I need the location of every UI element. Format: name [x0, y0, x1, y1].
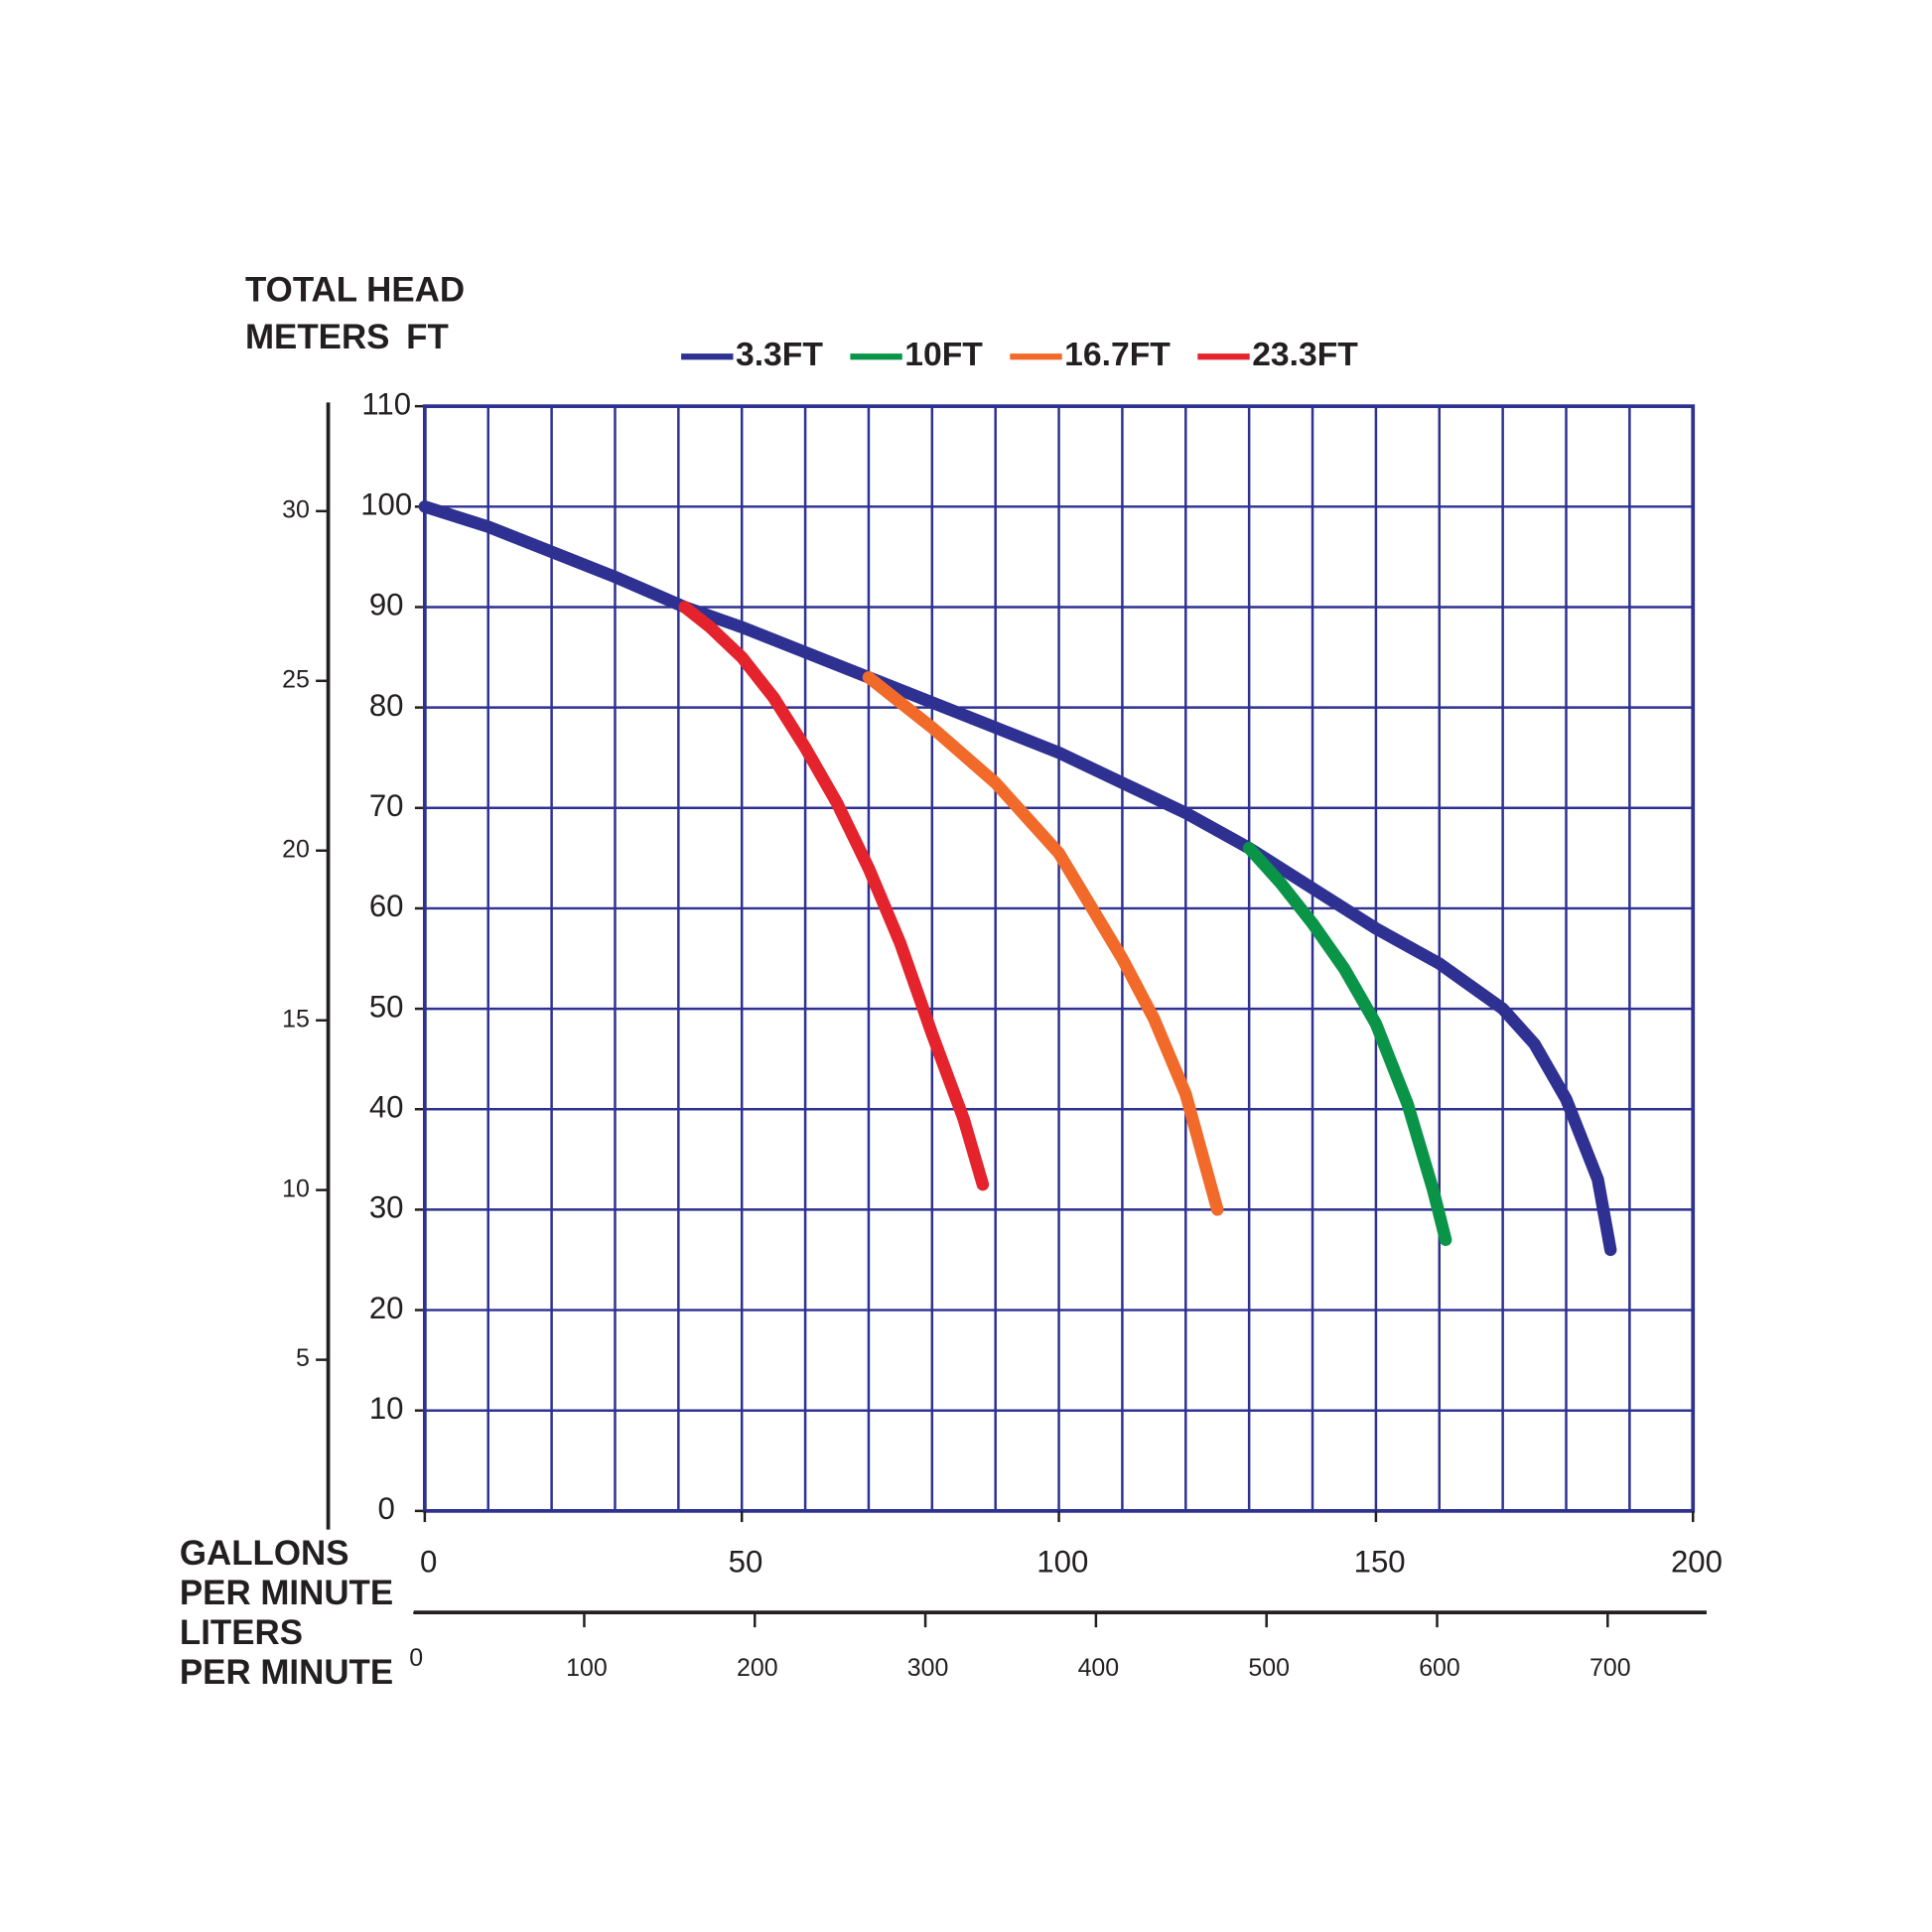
series-line	[678, 601, 990, 1191]
y-tick-label: 110	[361, 386, 411, 421]
x2-tick-label: 700	[1589, 1654, 1631, 1682]
x2-axis-label: PER MINUTE	[180, 1653, 393, 1692]
y-axis-title: TOTAL HEAD	[245, 271, 465, 310]
y-tick-label: 40	[369, 1089, 404, 1124]
x2-tick-label: 200	[737, 1654, 778, 1682]
x-tick-label: 200	[1671, 1545, 1723, 1580]
x-axis-label: GALLONS	[180, 1534, 349, 1573]
legend-label: 23.3FT	[1252, 337, 1358, 373]
y-tick-label: 50	[369, 989, 404, 1024]
x-tick-label: 100	[1036, 1545, 1088, 1580]
y-tick-label: 70	[369, 788, 404, 823]
series-line	[862, 671, 1224, 1216]
x-tick-label: 0	[420, 1545, 437, 1580]
y2-tick-label: 5	[296, 1344, 310, 1372]
y2-tick-label: 15	[282, 1005, 310, 1033]
y-axis-label: FT	[406, 318, 449, 356]
x2-tick-label: 300	[907, 1654, 949, 1682]
y2-axis-label: METERS	[245, 318, 389, 356]
y-tick-label: 30	[369, 1190, 404, 1225]
legend-label: 16.7FT	[1064, 337, 1171, 373]
y-tick-label: 80	[369, 688, 404, 723]
x-axis-label: PER MINUTE	[180, 1574, 393, 1612]
series-line	[1242, 842, 1452, 1246]
y2-tick-label: 10	[282, 1174, 310, 1202]
x2-tick-label: 0	[409, 1644, 423, 1672]
x2-tick-label: 500	[1248, 1654, 1290, 1682]
y-tick-label: 60	[369, 889, 404, 923]
y-tick-label: 90	[369, 588, 404, 622]
y-tick-label: 10	[369, 1391, 404, 1426]
y-tick-label: 0	[378, 1491, 395, 1526]
x-tick-label: 150	[1354, 1545, 1406, 1580]
x2-tick-label: 600	[1419, 1654, 1460, 1682]
x2-tick-label: 400	[1078, 1654, 1120, 1682]
x2-tick-label: 100	[566, 1654, 608, 1682]
y2-tick-label: 25	[282, 665, 310, 693]
x2-axis-label: LITERS	[180, 1613, 303, 1652]
legend-label: 3.3FT	[736, 337, 823, 373]
x-tick-label: 50	[729, 1545, 763, 1580]
y2-tick-label: 30	[282, 495, 310, 523]
y-tick-label: 20	[369, 1291, 404, 1325]
y-tick-label: 100	[360, 487, 412, 522]
legend-label: 10FT	[904, 337, 983, 373]
series-line	[418, 500, 1617, 1257]
y2-tick-label: 20	[282, 835, 310, 863]
